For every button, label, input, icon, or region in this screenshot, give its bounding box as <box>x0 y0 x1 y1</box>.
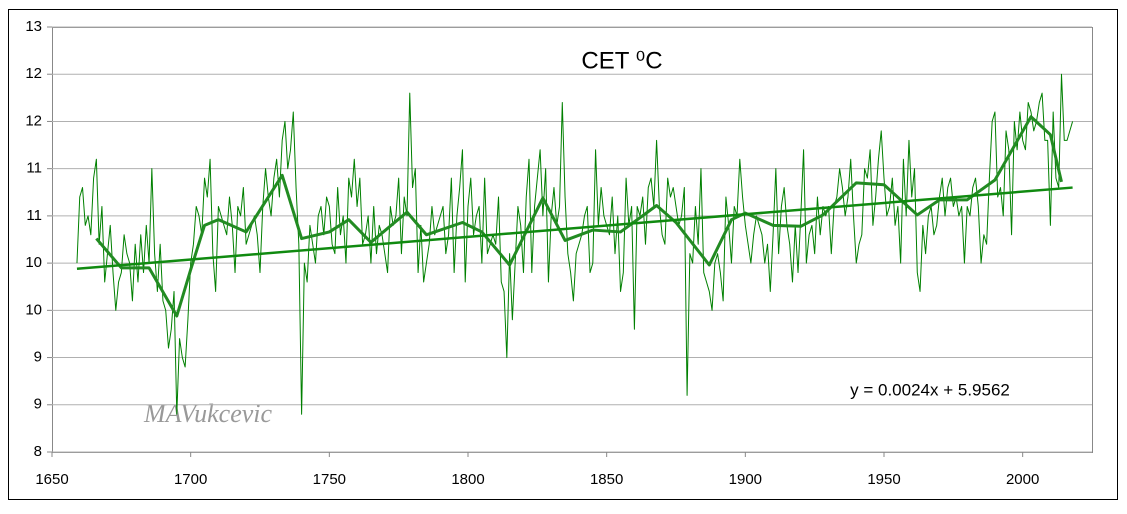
y-tick-label: 12 <box>25 65 42 82</box>
y-tick-label: 11 <box>26 160 42 177</box>
y-tick-label: 10 <box>25 254 42 271</box>
y-tick-label: 9 <box>34 396 42 413</box>
y-tick-label: 10 <box>25 301 42 318</box>
x-tick-label: 1700 <box>174 471 207 488</box>
y-tick-label: 9 <box>34 349 42 366</box>
x-tick-label: 1900 <box>729 471 762 488</box>
y-tick-label: 8 <box>34 443 42 460</box>
x-tick-label: 1650 <box>35 471 68 488</box>
x-tick-label: 1850 <box>590 471 623 488</box>
trend-equation: y = 0.0024x + 5.9562 <box>850 380 1010 399</box>
y-tick-label: 12 <box>25 112 42 129</box>
x-tick-label: 1950 <box>867 471 900 488</box>
x-tick-label: 1800 <box>451 471 484 488</box>
x-tick-label: 2000 <box>1006 471 1039 488</box>
y-tick-label: 13 <box>25 18 42 35</box>
watermark: MAVukcevic <box>143 399 273 428</box>
y-tick-label: 11 <box>26 207 42 224</box>
series-line <box>95 115 1063 318</box>
chart-title: CET ⁰C <box>581 47 662 74</box>
chart-frame <box>8 9 1118 500</box>
series-line <box>76 186 1073 271</box>
x-tick-label: 1750 <box>313 471 346 488</box>
